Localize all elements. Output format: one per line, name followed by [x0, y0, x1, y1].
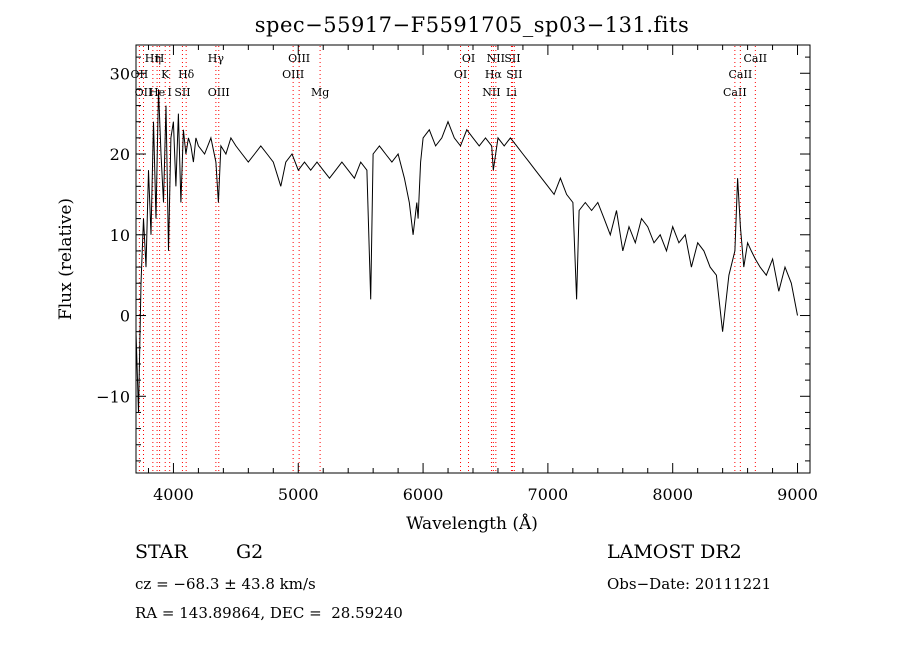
object-subclass: G2 — [236, 541, 264, 563]
spectral-line-label-19: Li — [506, 86, 517, 99]
spectral-line-label-9: Hγ — [208, 52, 225, 65]
spectral-line-label-17: Hα — [485, 68, 503, 81]
y-tick-label-0: −10 — [96, 387, 130, 406]
x-axis-label: Wavelength (Å) — [406, 513, 538, 534]
spectral-line-label-12: OIII — [288, 52, 310, 65]
spectral-line-label-13: Mg — [311, 86, 329, 99]
spectral-line-label-23: CaII — [729, 68, 753, 81]
plot-frame — [135, 44, 811, 474]
x-tick-label-5: 9000 — [777, 485, 818, 504]
spectral-line-label-4: H — [155, 52, 165, 65]
spectral-line-label-11: OIII — [282, 68, 304, 81]
spectral-line-label-6: I — [168, 86, 172, 99]
spectral-line-label-10: OIII — [208, 86, 230, 99]
spectral-line-label-7: SII — [174, 86, 190, 99]
y-tick-label-2: 10 — [110, 226, 130, 245]
x-axis-ticks: 4000 5000 6000 7000 8000 9000 — [147, 45, 818, 504]
spectral-line-label-15: OI — [462, 52, 475, 65]
redshift-cz: cz = −68.3 ± 43.8 km/s — [135, 575, 316, 593]
x-tick-label-3: 7000 — [528, 485, 569, 504]
spectral-line-label-21: SII — [506, 68, 522, 81]
ra-dec: RA = 143.89864, DEC = 28.59240 — [135, 604, 403, 622]
y-axis-ticks: −10 0 10 20 30 — [96, 56, 810, 462]
spectral-line-label-5: K — [161, 68, 170, 81]
spectral-line-label-14: OI — [454, 68, 467, 81]
spectral-line-label-22: CaII — [723, 86, 747, 99]
chart-title: spec−55917−F5591705_sp03−131.fits — [255, 13, 690, 37]
spectrum-line — [135, 89, 798, 413]
x-tick-label-1: 5000 — [278, 485, 319, 504]
survey-name: LAMOST DR2 — [607, 541, 742, 563]
spectral-line-label-0: OII — [131, 68, 149, 81]
spectral-line-label-18: NII — [487, 52, 505, 65]
spectral-line-label-20: SII — [504, 52, 520, 65]
y-axis-label: Flux (relative) — [56, 198, 76, 320]
spectral-line-label-3: He — [149, 86, 165, 99]
x-tick-label-2: 6000 — [403, 485, 444, 504]
spectral-line-label-16: NII — [482, 86, 500, 99]
x-tick-label-4: 8000 — [652, 485, 693, 504]
object-class: STAR — [135, 541, 188, 563]
y-tick-label-1: 0 — [120, 307, 130, 326]
spectral-line-label-24: CaII — [743, 52, 767, 65]
observation-date: Obs−Date: 20111221 — [607, 575, 772, 593]
y-tick-label-3: 20 — [110, 145, 130, 164]
y-tick-label-4: 30 — [110, 64, 130, 83]
spectral-line-label-8: Hδ — [178, 68, 195, 81]
spectral-line-label-2: Hη — [145, 52, 161, 65]
x-tick-label-0: 4000 — [153, 485, 194, 504]
